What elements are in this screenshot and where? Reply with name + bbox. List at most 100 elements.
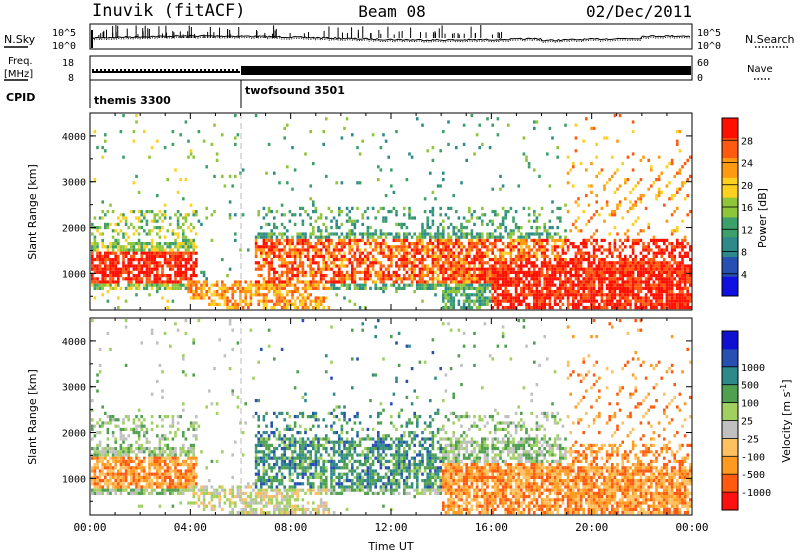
velocity-cell [171, 491, 175, 495]
power-cell [538, 242, 541, 246]
power-cell [595, 267, 598, 271]
power-cell [444, 258, 448, 262]
velocity-cell [130, 472, 133, 476]
power-cell [184, 219, 188, 223]
power-cell [439, 264, 442, 268]
velocity-cell [130, 482, 133, 486]
power-cell [540, 261, 544, 265]
power-cell [621, 302, 624, 306]
velocity-cell [104, 472, 107, 476]
velocity-cell [109, 469, 112, 473]
power-cell [273, 248, 276, 252]
power-cell [163, 216, 167, 220]
power-cell [179, 178, 182, 182]
power-cell [663, 203, 666, 207]
power-cell [270, 286, 273, 290]
power-cell [189, 286, 193, 290]
power-cell [163, 203, 167, 207]
power-cell [296, 306, 299, 310]
freq-tick-bottom: 8 [68, 73, 74, 84]
power-cell [444, 242, 448, 246]
power-cell [236, 302, 240, 306]
power-cell [501, 274, 505, 278]
power-cell [629, 190, 632, 194]
power-cell [379, 248, 383, 252]
power-cell [166, 242, 169, 246]
power-cell [481, 264, 484, 268]
power-cell [101, 254, 104, 258]
power-cell [400, 280, 403, 284]
power-cell [226, 296, 229, 300]
power-cell [618, 251, 622, 255]
power-cell [548, 226, 552, 230]
power-cell [605, 261, 609, 265]
power-cell [582, 267, 585, 271]
power-cell [564, 270, 567, 274]
velocity-cell [192, 421, 195, 425]
power-cell [527, 235, 531, 239]
power-cell [106, 264, 110, 268]
power-cell [683, 293, 687, 297]
power-cell [184, 261, 188, 265]
power-cell [353, 232, 357, 236]
power-cell [156, 290, 159, 294]
power-cell [374, 216, 377, 220]
power-cell [314, 254, 318, 258]
velocity-cell [171, 456, 175, 460]
power-cell [509, 242, 513, 246]
power-cell [470, 280, 474, 284]
power-cell [525, 293, 528, 297]
power-cell [481, 235, 484, 239]
power-cell [423, 274, 427, 278]
velocity-cell [98, 453, 102, 457]
power-cell [278, 181, 281, 185]
power-cell [590, 190, 593, 194]
power-cell [119, 267, 123, 271]
power-cell [273, 286, 276, 290]
velocity-cell [202, 504, 206, 508]
power-cell [345, 206, 349, 210]
power-cell [465, 267, 468, 271]
power-cell [514, 290, 518, 294]
power-cell [637, 306, 640, 310]
power-cell [647, 296, 650, 300]
power-cell [631, 248, 635, 252]
power-cell [507, 296, 510, 300]
power-cell [176, 283, 180, 287]
power-cell [98, 283, 102, 287]
power-cell [161, 274, 164, 278]
power-cell [678, 290, 682, 294]
power-cell [457, 229, 461, 233]
power-cell [442, 296, 445, 300]
power-cell [338, 206, 341, 210]
power-cell [642, 258, 645, 262]
power-cell [616, 267, 619, 271]
power-cell [465, 280, 468, 284]
power-cell [150, 261, 154, 265]
power-cell [228, 286, 232, 290]
velocity-cell [117, 485, 120, 489]
power-cell [574, 277, 578, 281]
velocity-cell [132, 475, 136, 479]
power-cell [548, 277, 552, 281]
power-cell [309, 286, 312, 290]
power-cell [366, 251, 370, 255]
power-cell [527, 274, 531, 278]
power-cell [166, 261, 169, 265]
power-cell [488, 146, 492, 150]
power-cell [546, 232, 549, 236]
velocity-cell [137, 434, 141, 438]
power-cell [683, 283, 687, 287]
power-cell [650, 286, 653, 290]
power-cell [501, 216, 505, 220]
velocity-cell [189, 482, 193, 486]
velocity-cell [195, 415, 198, 419]
power-cell [501, 184, 505, 188]
power-colorbar-cell [722, 256, 738, 277]
power-cell [377, 242, 380, 246]
velocity-cell [109, 447, 112, 451]
power-cell [678, 299, 682, 303]
power-cell [561, 283, 565, 287]
power-cell [470, 235, 474, 239]
power-cell [642, 270, 645, 274]
